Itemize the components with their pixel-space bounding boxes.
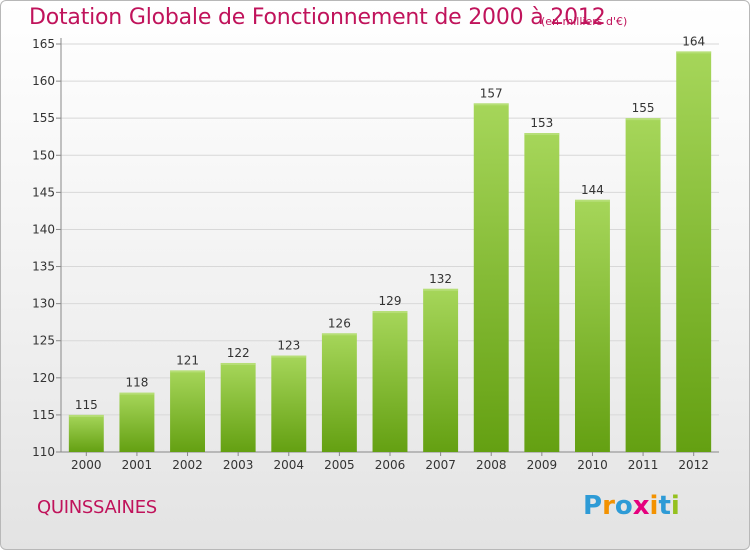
x-tick-label: 2011	[628, 458, 659, 472]
logo-letter: i	[670, 491, 680, 521]
data-labels: 115 118 121 122 123 126 129 132 157 153 144 155 164	[75, 34, 705, 411]
data-label: 126	[328, 316, 351, 330]
data-label: 157	[480, 86, 503, 100]
x-tick-label: 2001	[122, 458, 153, 472]
bar-highlight	[220, 362, 256, 365]
bar	[625, 118, 661, 452]
bar-highlight	[473, 103, 509, 106]
data-label: 153	[530, 116, 553, 130]
bar	[271, 355, 307, 452]
y-tick-label: 140	[32, 222, 55, 236]
logo-letter: i	[649, 491, 659, 521]
bar	[473, 103, 509, 452]
x-tick-label: 2004	[273, 458, 304, 472]
bar	[423, 288, 459, 452]
x-tick-label: 2009	[527, 458, 558, 472]
chart-subtitle: (en milliers d'€)	[541, 15, 628, 28]
x-tick-label: 2000	[71, 458, 102, 472]
bar	[372, 311, 408, 452]
x-tick-label: 2002	[172, 458, 203, 472]
logo-letter: o	[614, 491, 633, 521]
bar	[574, 199, 610, 452]
bar-highlight	[321, 333, 357, 336]
logo-letter: r	[602, 491, 615, 521]
data-label: 129	[379, 294, 402, 308]
bar-highlight	[423, 288, 459, 291]
data-label: 122	[227, 346, 250, 360]
bar-highlight	[170, 370, 206, 373]
x-tick-label: 2010	[577, 458, 608, 472]
y-tick-label: 115	[32, 408, 55, 422]
bar-highlight	[119, 392, 155, 395]
data-label: 132	[429, 272, 452, 286]
chart-title: Dotation Globale de Fonctionnement de 20…	[29, 5, 606, 30]
bar-highlight	[676, 51, 712, 54]
data-label: 155	[632, 101, 655, 115]
bar-highlight	[68, 414, 104, 417]
y-tick-label: 130	[32, 297, 55, 311]
x-tick-label: 2012	[678, 458, 709, 472]
data-label: 115	[75, 398, 98, 412]
data-label: 121	[176, 353, 199, 367]
bar	[524, 133, 560, 452]
bar	[119, 392, 155, 452]
y-tick-label: 110	[32, 445, 55, 459]
x-tick-label: 2005	[324, 458, 355, 472]
bar	[676, 51, 712, 452]
y-tick-label: 160	[32, 74, 55, 88]
bar	[170, 370, 206, 452]
y-tick-label: 125	[32, 334, 55, 348]
data-label: 164	[682, 34, 705, 48]
data-label: 118	[125, 376, 148, 390]
y-tick-label: 145	[32, 185, 55, 199]
bars	[68, 51, 712, 452]
x-tick-label: 2008	[476, 458, 507, 472]
logo-letter: t	[658, 491, 671, 521]
y-tick-label: 150	[32, 148, 55, 162]
logo-letter: P	[583, 491, 603, 521]
bar-highlight	[271, 355, 307, 358]
bar-highlight	[574, 199, 610, 202]
commune-name: QUINSSAINES	[37, 497, 157, 518]
bar	[68, 414, 104, 452]
y-tick-label: 120	[32, 371, 55, 385]
y-tick-label: 165	[32, 37, 55, 51]
y-tick-label: 135	[32, 260, 55, 274]
bar-highlight	[372, 311, 408, 314]
bar-highlight	[625, 118, 661, 121]
x-tick-label: 2006	[375, 458, 406, 472]
bar	[220, 362, 256, 452]
x-tick-label: 2003	[223, 458, 254, 472]
data-label: 144	[581, 183, 604, 197]
bar-highlight	[524, 133, 560, 136]
logo-letter: x	[632, 491, 650, 521]
data-label: 123	[277, 339, 300, 353]
x-tick-label: 2007	[425, 458, 456, 472]
bar	[321, 333, 357, 452]
proxiti-logo: Proxiti	[583, 491, 680, 521]
y-tick-label: 155	[32, 111, 55, 125]
